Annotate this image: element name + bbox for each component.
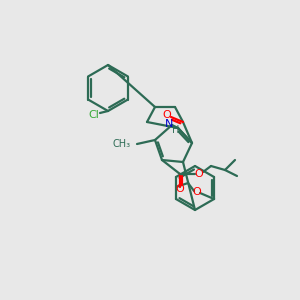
Text: H: H (172, 125, 180, 135)
Text: O: O (176, 184, 184, 194)
Text: Cl: Cl (88, 110, 99, 120)
Text: CH₃: CH₃ (113, 139, 131, 149)
Text: O: O (163, 110, 171, 120)
Text: O: O (193, 187, 201, 197)
Text: O: O (195, 169, 203, 179)
Text: N: N (165, 119, 173, 129)
